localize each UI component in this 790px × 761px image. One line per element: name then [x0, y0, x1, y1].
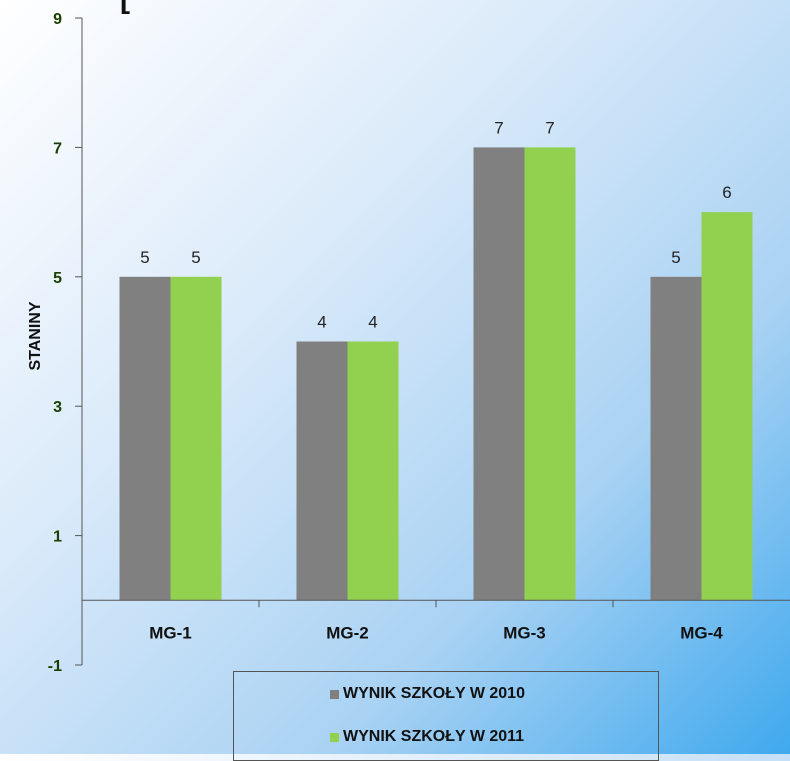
- x-tick-label: MG-2: [326, 623, 369, 642]
- y-axis: -1 1 3 5 7 9: [48, 11, 83, 675]
- legend-swatch-2010: [330, 689, 339, 699]
- bar: [170, 276, 222, 601]
- data-label: 6: [722, 183, 731, 202]
- bar: [524, 147, 576, 601]
- data-label: 5: [191, 248, 200, 267]
- legend-label-2011: WYNIK SZKOŁY W 2011: [343, 728, 525, 745]
- bar: [119, 276, 171, 601]
- data-label: 7: [545, 118, 554, 137]
- x-axis: MG-1 MG-2 MG-3 MG-4: [82, 599, 790, 642]
- legend-item-2010: WYNIK SZKOŁY W 2010: [330, 685, 525, 703]
- data-label: 5: [671, 248, 680, 267]
- x-tick-label: MG-1: [149, 623, 192, 642]
- bar: [650, 276, 702, 601]
- bars-group: 5 5 4 4 7 7 5 6: [119, 118, 753, 601]
- y-tick-label: 7: [53, 140, 62, 157]
- bar: [347, 341, 399, 601]
- data-label: 5: [140, 248, 149, 267]
- data-label: 4: [317, 313, 326, 332]
- bar: [701, 212, 753, 601]
- y-axis-label: STANINY: [27, 301, 44, 370]
- bar: [296, 341, 348, 601]
- chart-title: [: [120, 0, 130, 15]
- data-label: 7: [494, 118, 503, 137]
- legend-item-2011: WYNIK SZKOŁY W 2011: [330, 728, 524, 746]
- y-tick-label: 1: [53, 529, 62, 546]
- y-tick-label: 9: [53, 11, 62, 28]
- y-tick-label: -1: [48, 658, 62, 675]
- x-tick-label: MG-4: [680, 623, 723, 642]
- bar: [473, 147, 525, 601]
- data-label: 4: [368, 313, 377, 332]
- legend-swatch-2011: [330, 732, 339, 742]
- legend: WYNIK SZKOŁY W 2010 WYNIK SZKOŁY W 2011: [233, 671, 659, 761]
- y-tick-label: 5: [53, 270, 62, 287]
- legend-label-2010: WYNIK SZKOŁY W 2010: [343, 685, 525, 702]
- x-tick-label: MG-3: [503, 623, 546, 642]
- y-tick-label: 3: [53, 399, 62, 416]
